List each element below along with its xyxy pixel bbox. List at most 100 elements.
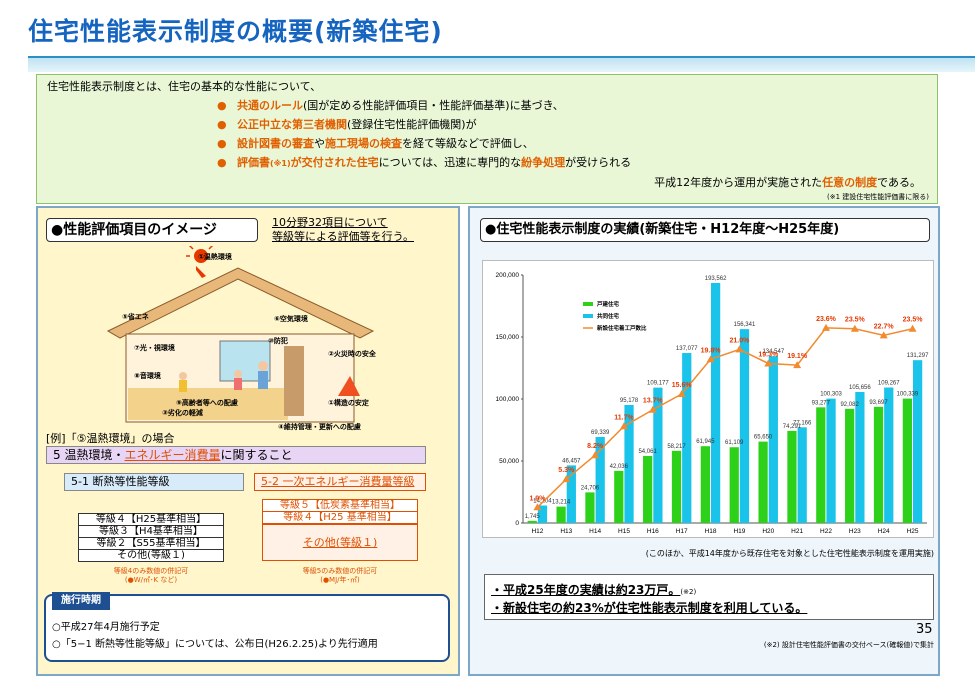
bar-detached bbox=[902, 398, 912, 523]
data-label-detached: 93,277 bbox=[812, 400, 831, 406]
text: である。 bbox=[877, 176, 921, 189]
x-tick-label: H16 bbox=[647, 528, 659, 535]
ratio-marker bbox=[562, 475, 571, 483]
text: を経て等級などで評価し、 bbox=[402, 137, 534, 150]
legend-label: 新設住宅着工戸数比 bbox=[597, 324, 647, 332]
evaluation-items-panel: ●性能評価項目のイメージ 10分野32項目について 等級等による評価等を行う。 … bbox=[36, 206, 460, 676]
bullet-icon: ● bbox=[217, 99, 227, 112]
x-tick-label: H21 bbox=[791, 528, 803, 535]
ratio-label: 13.7% bbox=[643, 398, 664, 405]
title-band bbox=[28, 58, 975, 72]
data-label-detached: 42,036 bbox=[610, 464, 629, 470]
data-label-detached: 24,706 bbox=[581, 485, 600, 491]
grade-caption: (●W/㎡･K など) bbox=[124, 576, 178, 584]
text: に関すること bbox=[220, 448, 293, 462]
ratio-label: 23.5% bbox=[845, 317, 866, 324]
data-label-apartment: 137,077 bbox=[676, 346, 698, 352]
ratio-label: 19.8% bbox=[701, 347, 722, 354]
y-tick-label: 200,000 bbox=[496, 272, 520, 279]
legend-swatch bbox=[583, 314, 593, 318]
data-label-apartment: 95,178 bbox=[620, 398, 639, 404]
x-tick-label: H24 bbox=[878, 528, 890, 535]
bullet-icon: ● bbox=[217, 118, 227, 131]
house-label: ⑧音環境 bbox=[134, 372, 161, 380]
x-tick-label: H22 bbox=[820, 528, 832, 535]
grade-caption: (●MJ/年･㎡) bbox=[320, 576, 360, 584]
intro-bullet: ● 評価書(※1)が交付された住宅については、迅速に専門的な紛争処理が受けられる bbox=[47, 153, 927, 173]
data-label-detached: 93,697 bbox=[869, 400, 888, 406]
text: や bbox=[314, 137, 325, 150]
bar-detached bbox=[816, 407, 826, 523]
note-text: (※2) bbox=[680, 588, 697, 596]
house-label: ④維持管理・更新への配慮 bbox=[278, 423, 361, 431]
x-tick-label: H13 bbox=[560, 528, 572, 535]
bar-apartment bbox=[768, 356, 778, 523]
ratio-marker bbox=[879, 331, 888, 339]
note-text: (※1) bbox=[270, 159, 291, 168]
x-tick-label: H12 bbox=[531, 528, 543, 535]
data-label-apartment: 109,177 bbox=[647, 381, 669, 387]
bar-detached bbox=[585, 492, 595, 523]
ratio-label: 11.7% bbox=[614, 414, 634, 421]
person-icon bbox=[258, 361, 268, 371]
data-label-apartment: 100,303 bbox=[820, 392, 842, 398]
bar-detached bbox=[845, 408, 855, 523]
bar-apartment bbox=[682, 353, 692, 523]
bar-detached bbox=[873, 406, 884, 523]
page-number: 35 bbox=[916, 622, 933, 637]
bullet-icon: ● bbox=[217, 156, 227, 169]
x-tick-label: H15 bbox=[618, 528, 630, 535]
y-tick-label: 50,000 bbox=[499, 458, 519, 465]
bar-detached bbox=[758, 441, 768, 523]
intro-bullet: ● 共通のルール(国が定める性能評価項目・性能評価基準)に基づき、 bbox=[47, 96, 927, 115]
data-label-detached: 92,082 bbox=[840, 402, 859, 408]
bold-text: 任意の制度 bbox=[822, 176, 878, 189]
data-label-apartment: 156,341 bbox=[734, 322, 756, 328]
summary-line: ・新設住宅の約23%が住宅性能表示制度を利用している。 bbox=[491, 601, 808, 615]
bar-detached bbox=[556, 506, 566, 523]
text: 平成12年度から運用が実施された bbox=[654, 176, 823, 189]
ratio-label: 1.9% bbox=[529, 495, 546, 502]
heat-arrow-icon bbox=[196, 266, 206, 278]
person-icon bbox=[258, 371, 268, 389]
data-label-apartment: 109,267 bbox=[878, 381, 900, 387]
results-chart: 050,000100,000150,000200,000H121,74514,1… bbox=[496, 272, 930, 535]
bar-apartment bbox=[855, 391, 865, 523]
sun-icon bbox=[194, 249, 208, 263]
ratio-label: 23.5% bbox=[903, 317, 924, 324]
x-tick-label: H20 bbox=[762, 528, 774, 535]
bold-text: 評価書 bbox=[237, 156, 270, 169]
bold-text: 公正中立な第三者機関 bbox=[237, 118, 347, 131]
ratio-marker bbox=[648, 405, 657, 413]
ratio-label: 21.0% bbox=[729, 337, 750, 344]
data-label-detached: 1,745 bbox=[525, 514, 541, 520]
intro-footnote: (※1 建設住宅性能評価書に限る) bbox=[826, 193, 929, 201]
sub-item-energy: 5-2 一次エネルギー消費量等級 bbox=[254, 473, 426, 491]
enforcement-box: 施行時期 ○平成27年4月施行予定 ○「5−1 断熱等性能等級」については、公布… bbox=[44, 592, 450, 662]
example-heading-box: 5 温熱環境・エネルギー消費量に関すること bbox=[46, 446, 426, 464]
enforcement-label: 施行時期 bbox=[52, 592, 110, 610]
data-label-apartment: 77,166 bbox=[793, 420, 812, 426]
bar-detached bbox=[729, 447, 739, 523]
y-tick-label: 100,000 bbox=[496, 396, 520, 403]
summary-box: ・平成25年度の実績は約23万戸。(※2) ・新設住宅の約23%が住宅性能表示制… bbox=[484, 574, 934, 620]
bar-apartment bbox=[710, 282, 721, 523]
page-title: 住宅性能表示制度の概要(新築住宅) bbox=[28, 17, 443, 46]
bold-text: が交付された住宅 bbox=[290, 156, 379, 169]
child-icon bbox=[234, 370, 242, 378]
ratio-marker bbox=[735, 345, 744, 353]
enforcement-line: ○平成27年4月施行予定 bbox=[52, 622, 160, 633]
intro-bullet: ● 設計図書の審査や施工現場の検査を経て等級などで評価し、 bbox=[47, 134, 927, 153]
house-label: ②火災時の安全 bbox=[328, 350, 376, 358]
text: (国が定める性能評価項目・性能評価基準)に基づき、 bbox=[303, 99, 564, 112]
ratio-marker bbox=[822, 323, 830, 331]
house-label: ⑨高齢者等への配慮 bbox=[176, 399, 238, 407]
ratio-marker bbox=[677, 390, 686, 398]
grade-other: その他(等級１) bbox=[262, 524, 418, 561]
text: が受けられる bbox=[565, 156, 632, 169]
text: 5 温熱環境・ bbox=[53, 448, 125, 462]
grade-row: 等級４【H25 基準相当】 bbox=[262, 511, 418, 524]
bold-text: 共通のルール bbox=[237, 99, 303, 112]
title-underline bbox=[28, 56, 975, 59]
x-tick-label: H23 bbox=[849, 528, 861, 535]
